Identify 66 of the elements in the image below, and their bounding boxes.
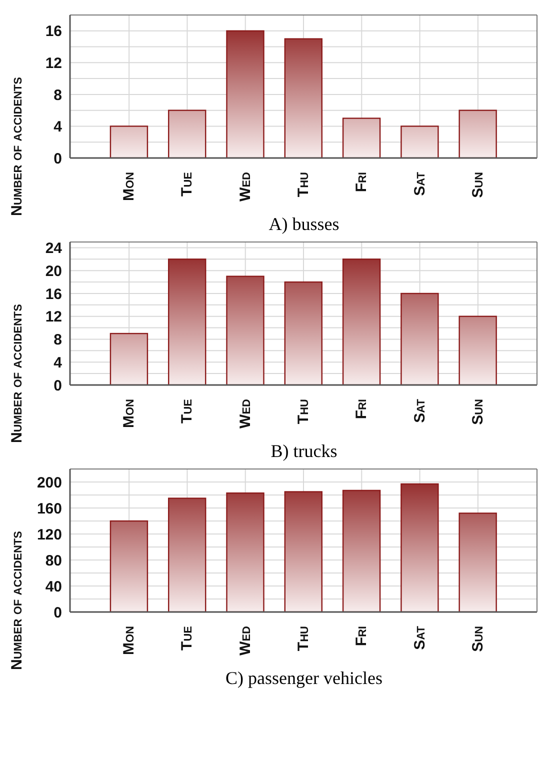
y-tick-label: 0 — [54, 377, 62, 394]
y-axis-title: Number of accidents — [8, 77, 26, 216]
x-tick-label: Fri — [353, 399, 370, 420]
x-tick-label: Sat — [411, 172, 428, 196]
y-tick-label: 160 — [36, 500, 62, 518]
bar — [284, 491, 322, 612]
bar — [400, 126, 439, 158]
bar — [284, 38, 322, 158]
y-tick-label: 0 — [54, 604, 62, 622]
y-axis-title: Number of accidents — [8, 304, 26, 443]
x-tick-label: Wed — [236, 398, 254, 428]
bar — [168, 258, 206, 385]
x-tick-label: Tue — [178, 172, 196, 196]
bar — [400, 483, 439, 612]
x-tick-label: Fri — [353, 626, 370, 646]
bar — [226, 276, 264, 385]
y-tick-label: 16 — [45, 286, 62, 303]
y-tick-label: 120 — [36, 526, 62, 544]
y-tick-label: 4 — [54, 354, 63, 372]
x-tick-label: Wed — [236, 626, 254, 656]
y-tick-label: 200 — [36, 474, 62, 492]
y-tick-label: 12 — [45, 54, 62, 72]
x-tick-label: Sat — [411, 626, 428, 650]
y-tick-label: 24 — [45, 240, 63, 258]
y-tick-label: 8 — [54, 86, 62, 104]
x-tick-label: Tue — [178, 399, 196, 424]
x-tick-label: Fri — [353, 172, 370, 192]
y-axis-title: Number of accidents — [8, 531, 26, 670]
text: B) trucks — [270, 441, 338, 462]
bar — [110, 332, 148, 385]
bar — [400, 292, 439, 385]
bar — [110, 126, 148, 158]
x-tick-label: Mon — [120, 172, 138, 201]
bar — [342, 118, 381, 158]
text: A) busses — [268, 214, 340, 235]
x-tick-label: Wed — [236, 172, 254, 202]
x-tick-label: Mon — [120, 626, 138, 655]
y-tick-label: 20 — [45, 262, 62, 280]
bar — [458, 512, 497, 612]
bar — [458, 316, 497, 385]
bar — [226, 30, 264, 158]
x-tick-label: Sat — [411, 398, 428, 423]
y-tick-label: 8 — [54, 332, 62, 349]
text: C) passenger vehicles — [224, 668, 384, 689]
bar — [342, 258, 381, 385]
bar — [226, 492, 264, 612]
x-tick-label: Sun — [469, 626, 486, 652]
bar — [168, 498, 206, 612]
bar — [458, 110, 497, 158]
bar — [168, 110, 206, 158]
bar — [284, 281, 322, 385]
x-tick-label: Thu — [295, 172, 312, 198]
x-tick-label: Thu — [295, 626, 312, 652]
y-tick-label: 0 — [54, 150, 62, 168]
y-tick-label: 80 — [45, 552, 62, 570]
y-tick-label: 16 — [45, 23, 62, 40]
x-tick-label: Sun — [469, 398, 486, 425]
x-tick-label: Thu — [295, 398, 312, 424]
bar — [110, 520, 148, 612]
x-tick-label: Mon — [120, 398, 138, 428]
bar — [342, 490, 381, 612]
y-tick-label: 4 — [54, 118, 63, 136]
x-tick-label: Sun — [469, 172, 486, 198]
x-tick-label: Tue — [178, 626, 196, 650]
y-tick-label: 12 — [45, 308, 62, 326]
y-tick-label: 40 — [45, 578, 62, 596]
